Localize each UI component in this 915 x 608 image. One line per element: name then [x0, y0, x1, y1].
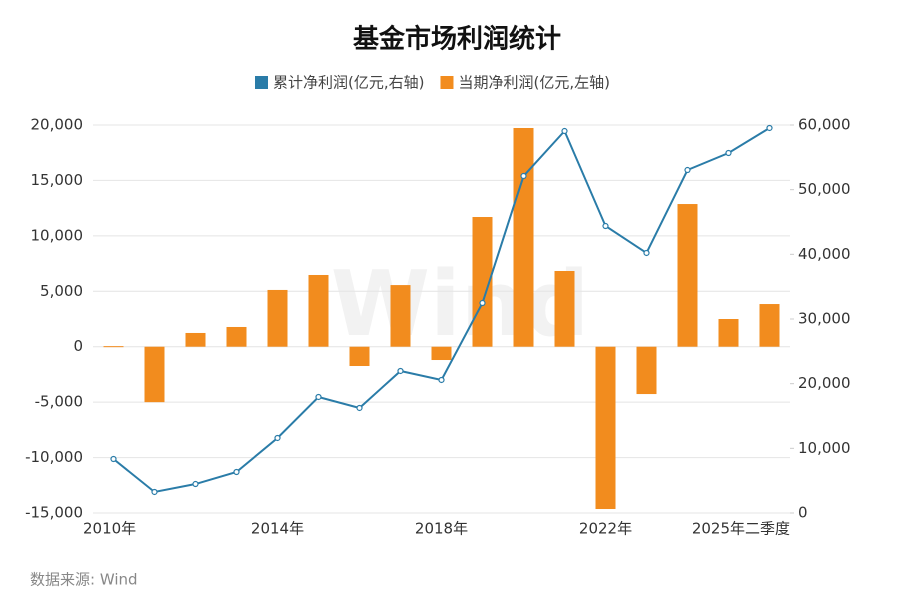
x-tick-label: 2014年 — [251, 520, 304, 538]
line-point — [602, 222, 609, 230]
line-point — [233, 468, 240, 476]
legend-swatch — [255, 76, 268, 89]
legend-label: 累计净利润(亿元,右轴) — [273, 74, 424, 92]
line-point — [684, 166, 691, 174]
line-point — [725, 149, 732, 157]
y2-tick-label: 20,000 — [798, 374, 851, 392]
bar — [308, 274, 329, 347]
y2-tick-label: 0 — [798, 504, 808, 522]
bar — [677, 204, 698, 347]
y2-tick-label: 10,000 — [798, 439, 851, 457]
bar — [103, 346, 124, 348]
bar — [595, 346, 616, 510]
line-point — [110, 455, 117, 463]
line-point — [643, 249, 650, 257]
y-tick-label: 0 — [73, 337, 83, 355]
line-point — [520, 172, 527, 180]
y2-tick-label: 40,000 — [798, 245, 851, 263]
bar — [185, 332, 206, 347]
bar — [759, 304, 780, 347]
line-point — [315, 393, 322, 401]
legend-swatch — [440, 76, 454, 89]
line-point — [192, 480, 199, 488]
watermark: Wind — [331, 252, 590, 357]
y2-tick-label: 50,000 — [798, 180, 851, 198]
line-point — [561, 127, 568, 135]
bar — [554, 270, 575, 347]
line-point — [274, 434, 281, 442]
x-tick-label: 2010年 — [83, 520, 136, 538]
bar — [390, 285, 411, 347]
y-tick-label: -10,000 — [25, 448, 83, 466]
y-tick-label: 5,000 — [40, 282, 83, 300]
bar — [226, 326, 247, 347]
legend-label: 当期净利润(亿元,左轴) — [458, 74, 609, 92]
bar — [349, 346, 370, 367]
line-point — [356, 404, 363, 412]
bar — [718, 319, 739, 347]
line-point — [151, 488, 158, 496]
line-point — [766, 124, 773, 132]
bar — [431, 346, 452, 361]
bar — [267, 289, 288, 347]
bar — [636, 346, 657, 395]
line-point — [438, 376, 445, 384]
source-note: 数据来源: Wind — [30, 571, 138, 589]
bar — [513, 127, 534, 347]
y-tick-label: 20,000 — [31, 116, 84, 134]
y2-tick-label: 60,000 — [798, 116, 851, 134]
x-tick-label: 2025年二季度 — [692, 520, 790, 538]
chart-title: 基金市场利润统计 — [353, 24, 561, 55]
bar — [144, 346, 165, 403]
y2-tick-label: 30,000 — [798, 310, 851, 328]
line-point — [479, 299, 486, 307]
y-tick-label: 15,000 — [31, 171, 84, 189]
y-tick-label: -5,000 — [35, 393, 83, 411]
y-tick-label: 10,000 — [31, 226, 84, 244]
line-point — [397, 367, 404, 375]
y-tick-label: -15,000 — [25, 504, 83, 522]
x-tick-label: 2022年 — [579, 520, 632, 538]
x-tick-label: 2018年 — [415, 520, 468, 538]
